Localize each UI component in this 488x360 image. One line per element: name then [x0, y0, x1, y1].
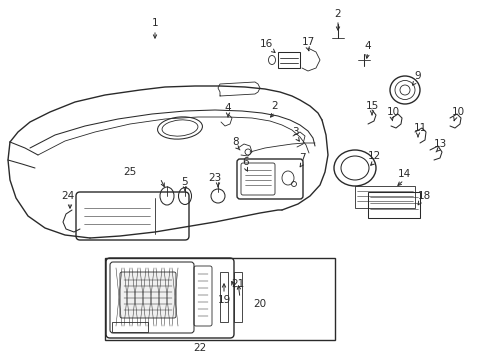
Text: 5: 5 [182, 177, 188, 187]
Text: 6: 6 [242, 157, 249, 167]
Text: 8: 8 [232, 137, 239, 147]
Bar [234, 272, 242, 322]
Text: 10: 10 [386, 107, 399, 117]
Text: 23: 23 [208, 173, 221, 183]
Bar [354, 186, 414, 208]
Text: 2: 2 [334, 9, 341, 19]
Text: 1: 1 [151, 18, 158, 28]
Text: 4: 4 [364, 41, 370, 51]
Text: 16: 16 [259, 39, 272, 49]
Text: 14: 14 [397, 169, 410, 179]
Text: 18: 18 [417, 191, 430, 201]
FancyBboxPatch shape [120, 272, 176, 318]
Text: 11: 11 [412, 123, 426, 133]
Text: 24: 24 [61, 191, 75, 201]
Text: 2: 2 [271, 101, 278, 111]
Text: 10: 10 [450, 107, 464, 117]
Text: 20: 20 [253, 299, 266, 309]
Bar [367, 192, 419, 218]
Text: 9: 9 [414, 71, 421, 81]
Text: 21: 21 [231, 279, 244, 289]
Text: 17: 17 [301, 37, 314, 47]
Bar [112, 322, 148, 332]
Text: 15: 15 [365, 101, 378, 111]
Text: 13: 13 [432, 139, 446, 149]
Text: 7: 7 [298, 153, 305, 163]
Text: 3: 3 [291, 127, 298, 137]
Text: 4: 4 [224, 103, 231, 113]
Bar [105, 258, 334, 340]
Text: 25: 25 [123, 167, 136, 177]
Text: 19: 19 [217, 295, 230, 305]
Text: 22: 22 [193, 343, 206, 353]
Text: 12: 12 [366, 151, 380, 161]
Bar [278, 52, 299, 68]
Bar [220, 272, 227, 322]
